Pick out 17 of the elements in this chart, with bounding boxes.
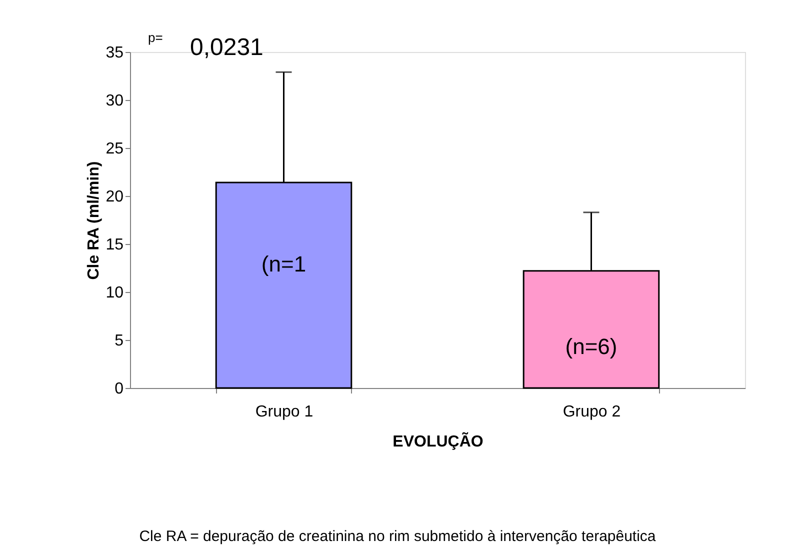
y-tick-label: 15 [106, 236, 124, 254]
x-tick-label: Grupo 2 [562, 404, 621, 420]
text: Cle RA = depuração de creatinina no rim submetido à intervenção terapêutica [139, 528, 656, 545]
y-axis-title: Cle RA (ml/min) [86, 161, 103, 280]
y-tick-label: 25 [106, 140, 124, 158]
y-tick-label: 20 [106, 188, 124, 206]
y-tick-label: 5 [114, 332, 124, 350]
y-tick-label: 35 [106, 44, 124, 62]
y-tick-label: 0 [114, 380, 124, 398]
y-tick-label: 10 [106, 284, 124, 302]
text: p= [148, 30, 163, 45]
y-tick-label: 30 [106, 92, 124, 110]
annotation: 0,0231 [190, 34, 264, 61]
x-axis-title: EVOLUÇÃO [392, 432, 484, 450]
annotation: (n=1 [261, 252, 306, 277]
x-tick-label: Grupo 1 [255, 404, 314, 420]
annotation: (n=6) [565, 334, 618, 360]
